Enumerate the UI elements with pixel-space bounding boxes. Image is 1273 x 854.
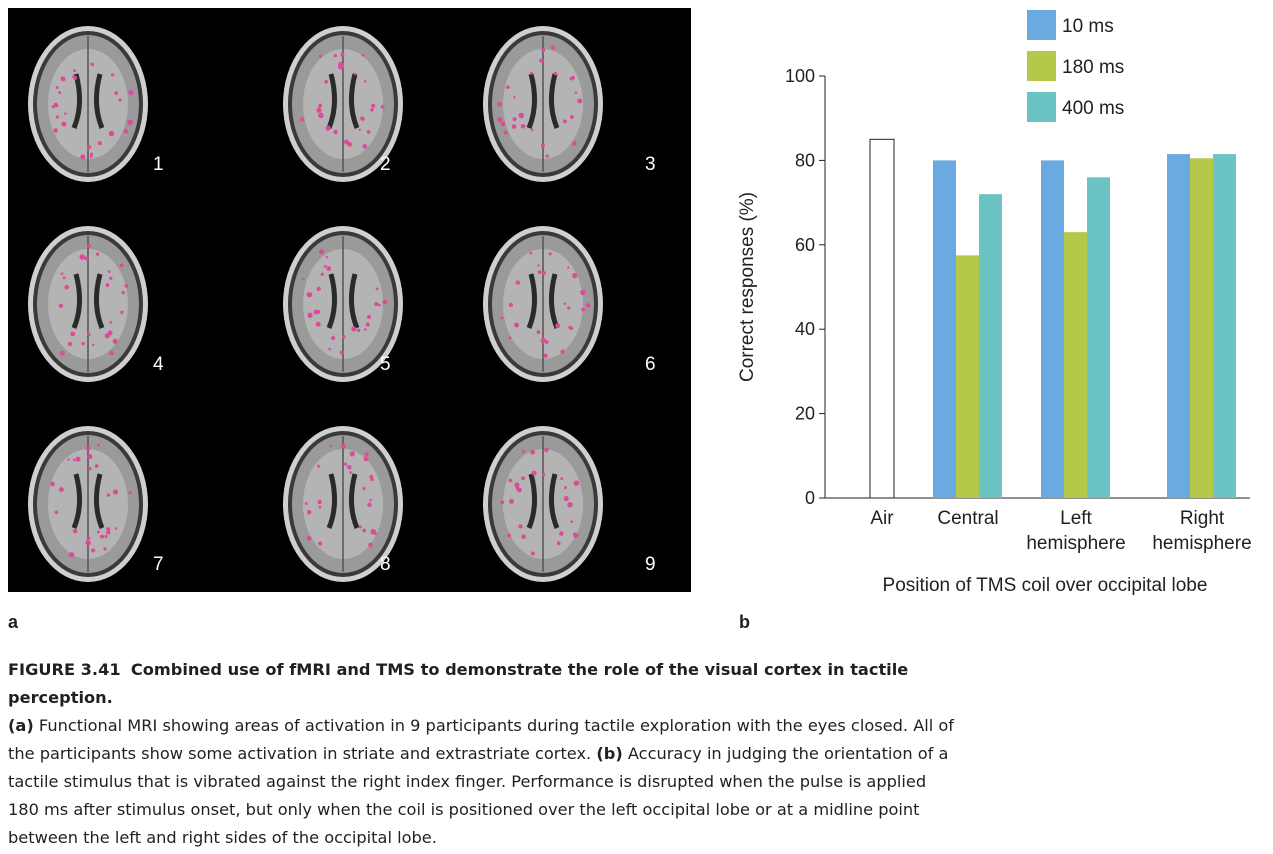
mri-scan-5: 5: [235, 208, 462, 402]
scan-number: 5: [380, 354, 391, 375]
legend-swatch: [1027, 51, 1056, 81]
caption-body: (a) Functional MRI showing areas of acti…: [8, 716, 955, 847]
bar-400-ms-1: [979, 194, 1002, 498]
scan-number: 3: [645, 154, 656, 175]
scan-number: 8: [380, 554, 391, 575]
x-tick-label: Left hemisphere: [1026, 508, 1125, 554]
legend-label: 180 ms: [1062, 57, 1124, 78]
mri-scan-2: 2: [235, 8, 462, 202]
mri-scan-3: 3: [463, 8, 690, 202]
scan-number: 2: [380, 154, 391, 175]
mri-scan-7: 7: [8, 408, 235, 602]
panel-b-label: b: [739, 612, 750, 632]
bar-180-ms-1: [956, 255, 979, 498]
x-axis-title: Position of TMS coil over occipital lobe: [883, 575, 1208, 596]
scan-number: 7: [153, 554, 164, 575]
y-tick-label: 80: [795, 150, 815, 170]
caption-title: FIGURE 3.41 Combined use of fMRI and TMS…: [8, 660, 909, 707]
panel-a-label: a: [8, 612, 19, 632]
legend-swatch: [1027, 92, 1056, 122]
mri-scan-9: 9: [463, 408, 690, 602]
scan-number: 9: [645, 554, 656, 575]
mri-scan-1: 1: [8, 8, 235, 202]
y-tick-label: 40: [795, 319, 815, 339]
mri-scan-6: 6: [463, 208, 690, 402]
scan-number: 6: [645, 354, 656, 375]
bar-10-ms-2: [1041, 160, 1064, 498]
mri-scan-8: 8: [235, 408, 462, 602]
y-tick-label: 100: [785, 66, 815, 86]
x-tick-label: Air: [870, 508, 894, 529]
mri-scan-grid: 1 2 3 4 5 6 7 8 9: [8, 8, 691, 592]
mri-scan-4: 4: [8, 208, 235, 402]
bar-400-ms-2: [1087, 177, 1110, 498]
bar-air: [869, 138, 895, 499]
y-tick-label: 0: [805, 488, 815, 508]
x-tick-label: Right hemisphere: [1152, 508, 1251, 554]
y-tick-label: 60: [795, 235, 815, 255]
bar-10-ms-3: [1167, 154, 1190, 498]
figure-caption: FIGURE 3.41 Combined use of fMRI and TMS…: [8, 656, 958, 852]
tms-bar-chart: 0 20 40 60 80 100 Correct responses (%) Air Cent…: [737, 10, 1252, 596]
bar-400-ms-3: [1213, 154, 1236, 498]
bar-180-ms-3: [1190, 158, 1213, 499]
y-tick-label: 20: [795, 404, 815, 424]
scan-number: 1: [153, 154, 164, 175]
scan-number: 4: [153, 354, 164, 375]
legend-label: 10 ms: [1062, 16, 1114, 37]
bar-180-ms-2: [1064, 232, 1087, 498]
legend-swatch: [1027, 10, 1056, 40]
bar-10-ms-1: [933, 160, 956, 498]
y-axis-title: Correct responses (%): [737, 192, 758, 382]
x-tick-label: Central: [937, 508, 998, 529]
legend-label: 400 ms: [1062, 98, 1124, 119]
